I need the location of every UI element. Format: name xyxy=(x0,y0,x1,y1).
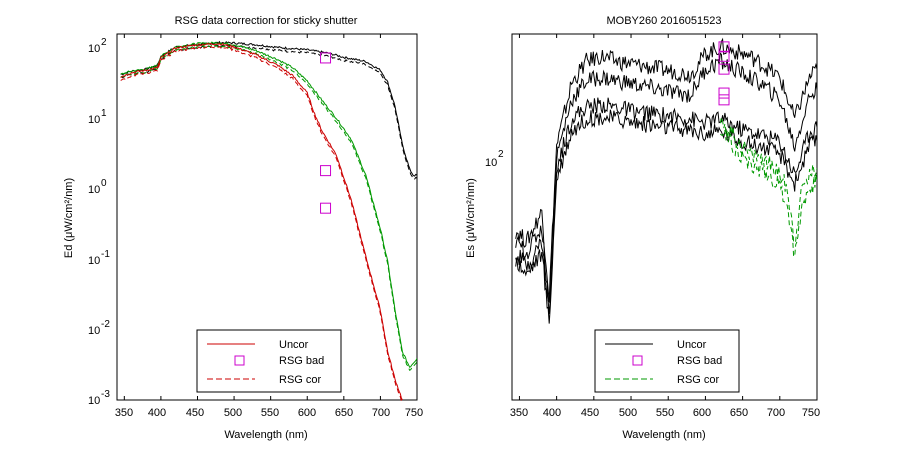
svg-text:10: 10 xyxy=(88,325,100,337)
left-x-tick: 600 xyxy=(298,407,316,419)
left-legend: Uncor RSG bad RSG cor xyxy=(196,329,342,393)
left-series-line-uncor xyxy=(120,44,417,372)
right-legend-box xyxy=(594,329,740,393)
right-title: MOBY260 2016051523 xyxy=(607,15,722,27)
left-y-tick: 10 -3 xyxy=(88,389,110,407)
svg-text:0: 0 xyxy=(101,178,107,189)
svg-text:2: 2 xyxy=(498,149,504,160)
svg-text:10: 10 xyxy=(88,255,100,267)
right-y-axis: 10 2 xyxy=(485,149,504,169)
left-y-axis: 10 2 10 1 10 0 10 -1 10 -2 10 -3 xyxy=(88,37,110,407)
left-x-tick: 650 xyxy=(335,407,353,419)
left-x-tick: 750 xyxy=(405,407,423,419)
svg-text:-1: -1 xyxy=(101,249,110,260)
left-title: RSG data correction for sticky shutter xyxy=(175,15,358,27)
right-x-label: Wavelength (nm) xyxy=(622,429,705,441)
left-x-axis: 350 400 450 500 550 600 650 700 750 xyxy=(115,407,423,419)
right-rsg-bad-marker xyxy=(718,50,730,62)
left-y-tick: 10 -2 xyxy=(88,319,110,337)
right-legend: Uncor RSG bad RSG cor xyxy=(594,329,740,393)
left-legend-label-rsgcor: RSG cor xyxy=(279,374,322,386)
right-x-tick: 450 xyxy=(581,407,599,419)
left-x-tick: 400 xyxy=(148,407,166,419)
svg-text:1: 1 xyxy=(101,108,107,119)
right-series-group xyxy=(515,34,818,400)
svg-text:-3: -3 xyxy=(101,389,110,400)
left-y-tick: 10 1 xyxy=(88,108,107,126)
right-series-line-uncor xyxy=(515,37,817,302)
right-x-tick: 750 xyxy=(802,407,820,419)
left-series-line-uncor xyxy=(120,42,403,400)
left-legend-swatch-rsgbad xyxy=(234,355,245,366)
right-legend-label-rsgbad: RSG bad xyxy=(677,355,722,367)
right-tick-marks xyxy=(518,34,818,400)
left-tick-marks xyxy=(123,34,418,400)
left-x-tick: 450 xyxy=(186,407,204,419)
left-y-tick: 10 2 xyxy=(88,37,107,55)
svg-text:10: 10 xyxy=(88,184,100,196)
left-rsg-bad-marker xyxy=(320,202,332,214)
right-x-tick: 500 xyxy=(619,407,637,419)
left-x-label: Wavelength (nm) xyxy=(224,429,307,441)
left-x-tick: 700 xyxy=(372,407,390,419)
right-rsg-bad-marker xyxy=(718,63,730,75)
right-legend-label-uncor: Uncor xyxy=(677,339,707,351)
right-series-line-rsg-cor xyxy=(719,129,817,257)
left-series-line-uncor xyxy=(120,45,403,403)
right-panel: MOBY260 2016051523 350 400 450 500 550 6… xyxy=(465,15,820,441)
left-legend-box xyxy=(196,329,342,393)
right-x-tick: 650 xyxy=(730,407,748,419)
right-y-tick: 10 2 xyxy=(485,149,504,169)
left-y-tick: 10 0 xyxy=(88,178,107,196)
right-x-tick: 700 xyxy=(767,407,785,419)
right-x-tick: 350 xyxy=(510,407,528,419)
right-legend-swatch-rsgbad xyxy=(632,355,643,366)
right-rsg-bad-marker xyxy=(718,87,730,99)
right-x-tick: 550 xyxy=(656,407,674,419)
left-legend-label-rsgbad: RSG bad xyxy=(279,355,324,367)
left-x-tick: 350 xyxy=(115,407,133,419)
svg-text:10: 10 xyxy=(88,43,100,55)
left-x-tick: 550 xyxy=(261,407,279,419)
right-series-line-uncor xyxy=(515,52,817,303)
right-y-label: Es (μW/cm²/nm) xyxy=(465,178,477,258)
right-series-line-uncor xyxy=(515,109,817,324)
svg-text:10: 10 xyxy=(88,114,100,126)
right-x-axis: 350 400 450 500 550 600 650 700 750 xyxy=(510,407,820,419)
left-panel: RSG data correction for sticky shutter 3… xyxy=(63,15,423,441)
right-rsg-bad-marker xyxy=(718,41,730,53)
right-rsg-bad-marker xyxy=(718,94,730,106)
left-rsg-bad-marker xyxy=(320,52,332,64)
svg-text:-2: -2 xyxy=(101,319,110,330)
right-series-line-uncor xyxy=(515,97,817,314)
left-legend-label-uncor: Uncor xyxy=(279,339,309,351)
svg-text:10: 10 xyxy=(88,395,100,407)
svg-text:10: 10 xyxy=(485,157,497,169)
right-legend-label-rsgcor: RSG cor xyxy=(677,374,720,386)
right-x-tick: 400 xyxy=(543,407,561,419)
svg-text:2: 2 xyxy=(101,37,107,48)
right-x-tick: 600 xyxy=(693,407,711,419)
left-series-line-uncor xyxy=(120,41,417,369)
left-rsg-bad-marker xyxy=(320,165,332,177)
left-y-label: Ed (μW/cm²/nm) xyxy=(63,178,75,258)
left-series-group xyxy=(120,34,418,403)
left-y-tick: 10 -1 xyxy=(88,249,110,267)
left-x-tick: 500 xyxy=(224,407,242,419)
